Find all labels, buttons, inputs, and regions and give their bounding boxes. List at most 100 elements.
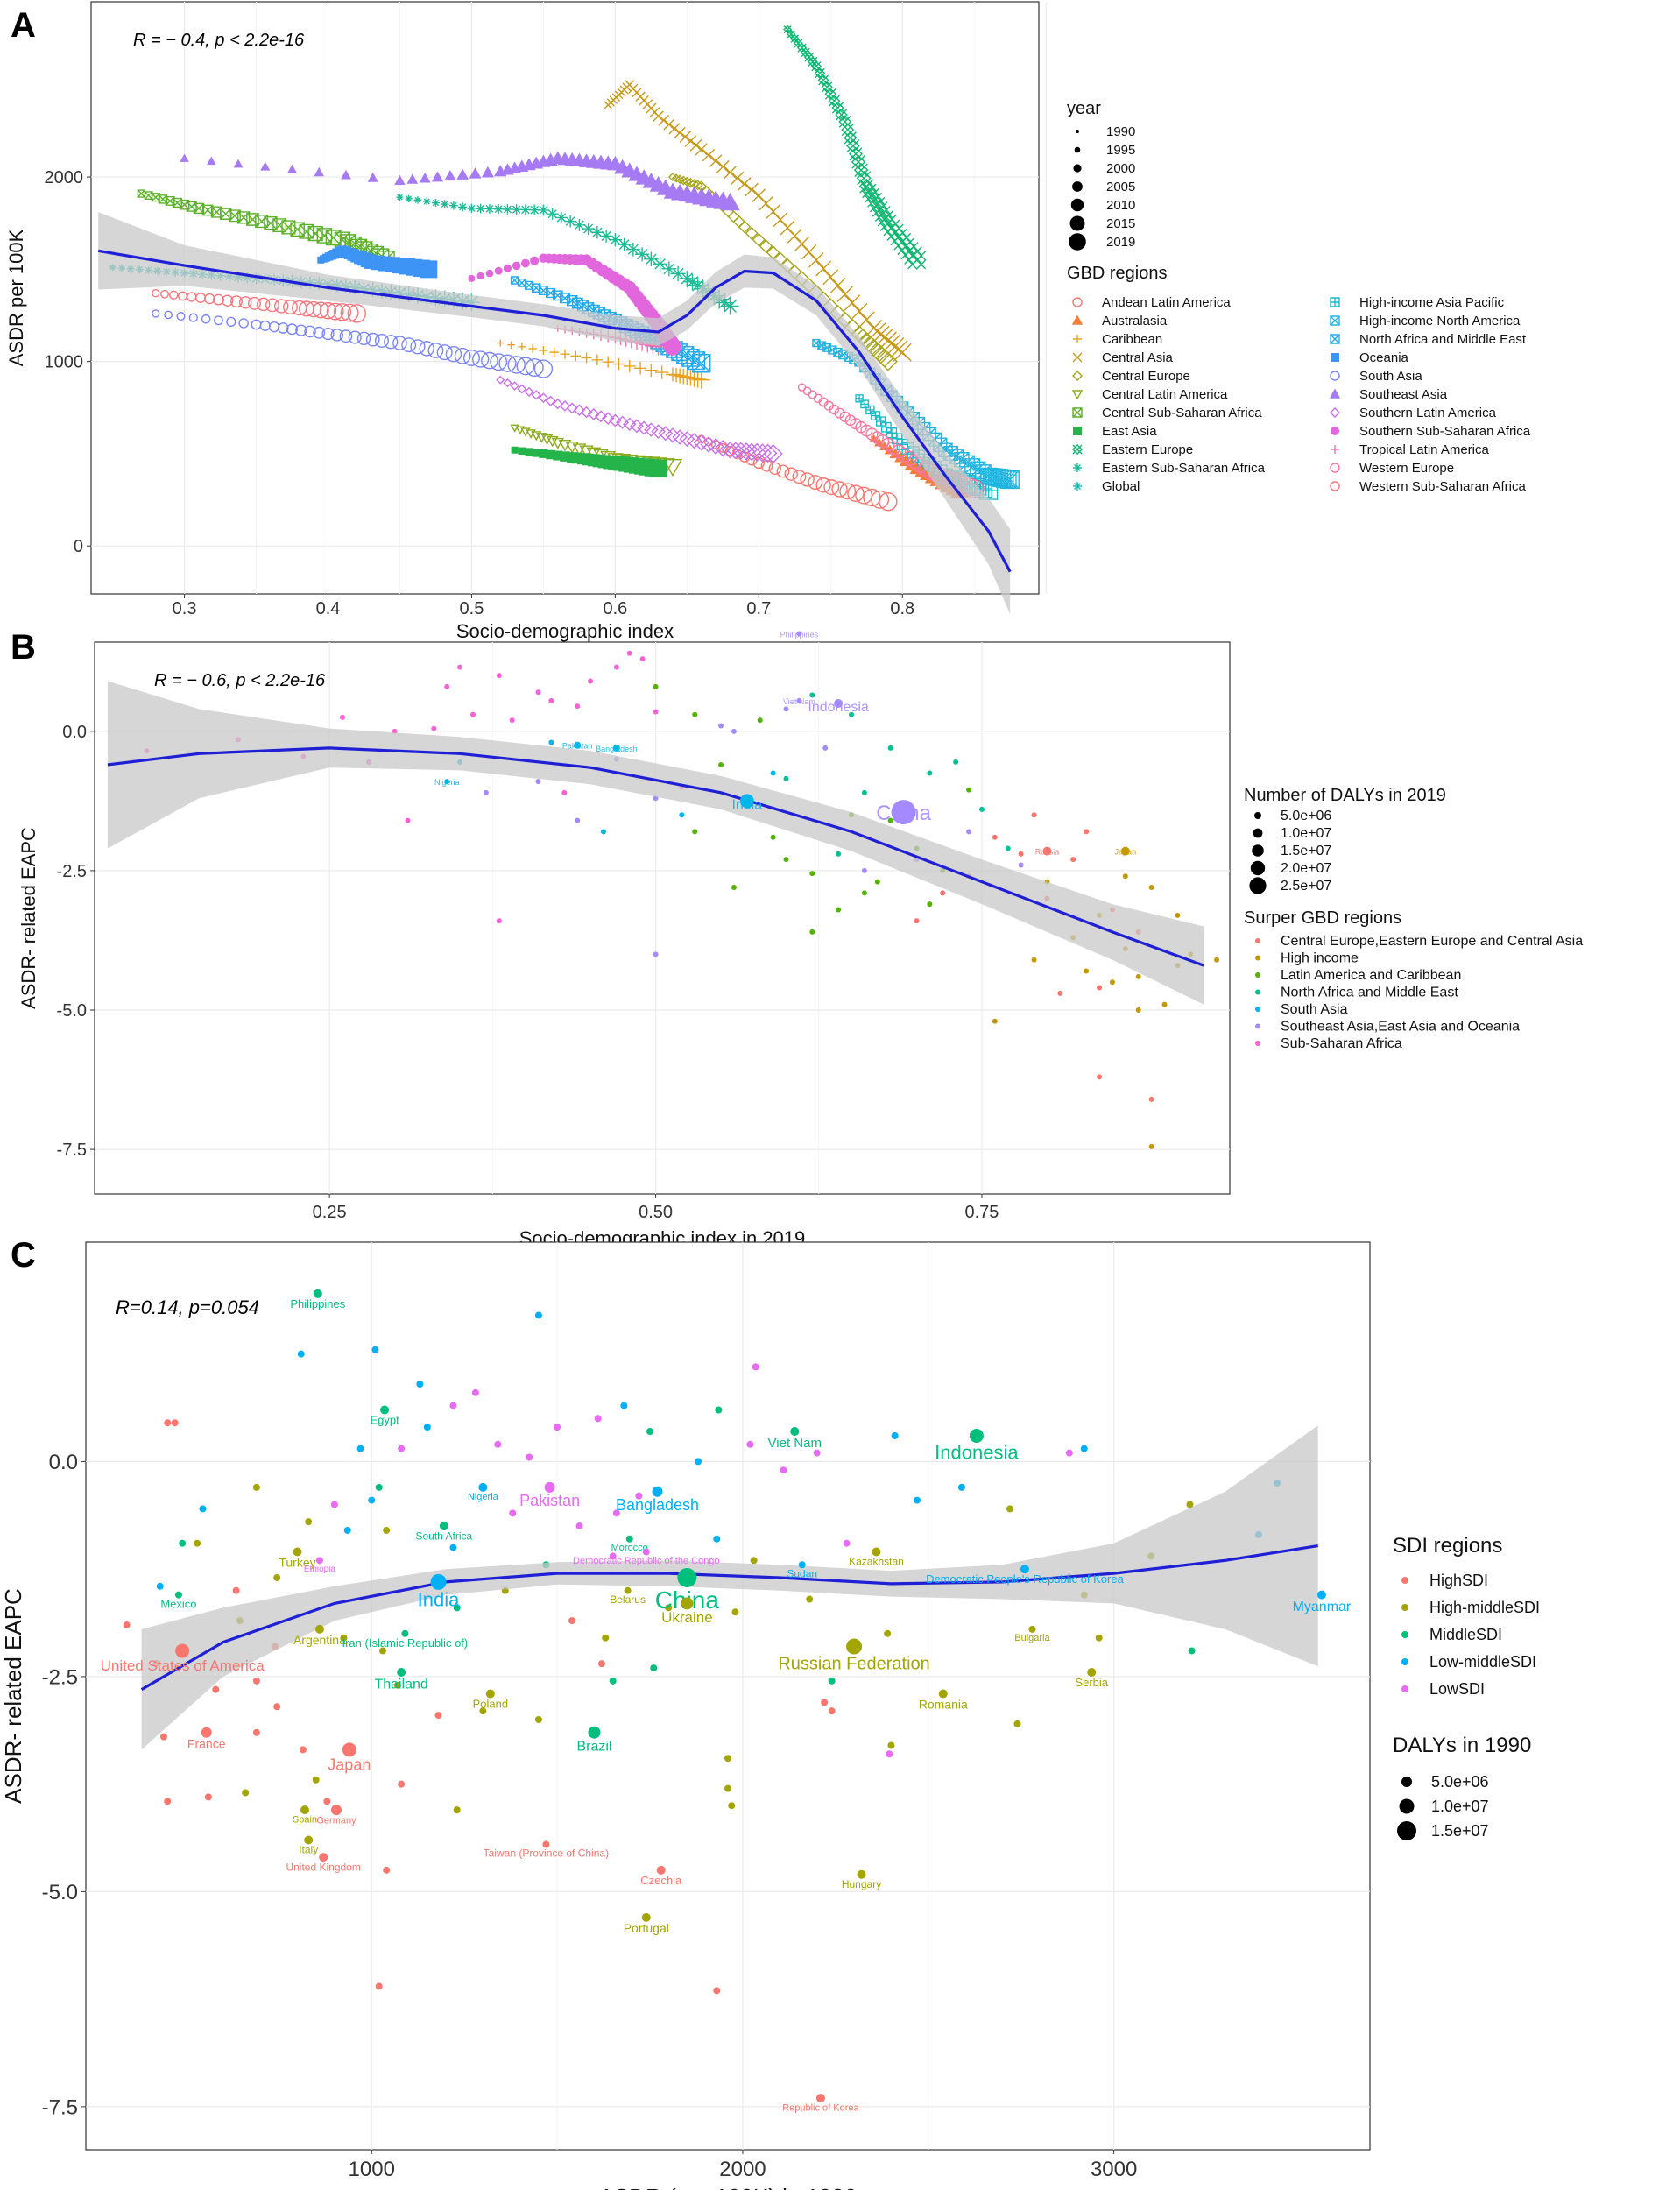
data-point [724, 1784, 731, 1792]
point-label: Democratic People's Republic of Korea [926, 1572, 1125, 1586]
point-label: Indonesia [808, 700, 868, 715]
data-point [953, 759, 959, 765]
point-label: United States of America [101, 1657, 265, 1674]
data-point [193, 202, 205, 215]
data-point [992, 834, 998, 840]
data-point [783, 706, 789, 712]
data-point [1073, 463, 1082, 472]
data-point [853, 162, 869, 178]
labeled-point [872, 1547, 881, 1557]
point-label: Morocco [611, 1543, 648, 1553]
data-point [560, 451, 570, 462]
data-point [1095, 1634, 1103, 1642]
data-point [684, 135, 697, 147]
data-point [821, 1699, 829, 1706]
data-point [273, 1703, 281, 1711]
data-point [776, 464, 790, 478]
data-point [230, 295, 243, 308]
x-tick-label: 2000 [719, 2158, 766, 2181]
data-point [431, 725, 437, 731]
panel-letter: A [11, 6, 36, 45]
data-point [844, 294, 861, 311]
data-point [663, 118, 675, 131]
labeled-point [642, 1548, 650, 1556]
labeled-point [293, 1547, 302, 1557]
data-point [546, 449, 555, 460]
legend-region-label: Southeast Asia [1359, 387, 1448, 402]
legend-group-label: Central Europe,Eastern Europe and Centra… [1281, 934, 1583, 949]
labeled-point [313, 1289, 322, 1298]
legend-regions-title: GBD regions [1067, 264, 1168, 283]
labeled-point [485, 1689, 495, 1699]
labeled-point [612, 744, 620, 752]
data-point [496, 673, 502, 679]
data-point [525, 448, 533, 456]
data-point [436, 344, 453, 361]
data-point [750, 1557, 758, 1565]
legend-year-label: 2019 [1106, 235, 1135, 250]
legend-region-label: North Africa and Middle East [1359, 332, 1527, 347]
legend-group-dot [1255, 1007, 1260, 1012]
legend-region-label: High-income Asia Pacific [1359, 295, 1505, 310]
data-point [927, 901, 933, 908]
data-point [313, 326, 326, 339]
data-point [152, 289, 160, 298]
point-label: Russia [1035, 848, 1060, 857]
data-point [456, 168, 469, 180]
data-point [405, 194, 413, 202]
y-tick-label: -7.5 [57, 1141, 87, 1160]
data-point [534, 1716, 542, 1724]
data-point [653, 256, 667, 272]
data-point [887, 817, 893, 823]
data-point [635, 1492, 643, 1500]
data-point [1080, 1445, 1088, 1452]
correlation-annotation: R = − 0.6, p < 2.2e-16 [154, 671, 326, 690]
data-point [481, 351, 498, 370]
data-point [1072, 352, 1083, 363]
data-point [1005, 845, 1011, 851]
data-point [745, 182, 759, 197]
data-point [884, 1629, 892, 1637]
data-point [423, 1424, 431, 1431]
data-point [728, 1802, 736, 1810]
data-point [179, 1539, 187, 1547]
data-point [472, 350, 490, 368]
data-point [458, 202, 468, 212]
data-point [718, 723, 724, 729]
data-point [212, 1685, 220, 1693]
data-point [375, 1982, 383, 1990]
data-point [1072, 297, 1083, 307]
data-point [608, 233, 622, 247]
data-point [564, 215, 576, 228]
data-point [232, 1586, 240, 1594]
labeled-point [846, 1638, 863, 1655]
data-point [453, 1806, 461, 1814]
labeled-point [1042, 846, 1052, 856]
data-point [851, 154, 866, 170]
data-point [626, 650, 632, 656]
point-label: Bangladesh [596, 745, 638, 753]
data-point [815, 260, 831, 277]
data-point [511, 204, 522, 215]
x-tick-label: 0.50 [639, 1203, 673, 1222]
legend-daly-dot [1399, 1798, 1415, 1814]
data-point [242, 1789, 250, 1797]
data-point [534, 1311, 542, 1319]
point-label: Serbia [1075, 1676, 1108, 1689]
data-point [829, 404, 840, 415]
data-point [494, 1440, 502, 1448]
data-point [692, 371, 710, 389]
data-point [1057, 990, 1063, 996]
legend-region-label: Southern Sub-Saharan Africa [1359, 424, 1531, 439]
data-point [151, 193, 160, 202]
data-point [800, 472, 815, 487]
data-point [509, 1509, 517, 1517]
data-point [1161, 1001, 1168, 1007]
legend-year-label: 2000 [1106, 161, 1135, 176]
data-point [724, 166, 738, 180]
data-point [679, 812, 685, 818]
point-label: Ethiopia [304, 1565, 336, 1574]
data-point [609, 1552, 617, 1560]
data-point [319, 302, 337, 320]
